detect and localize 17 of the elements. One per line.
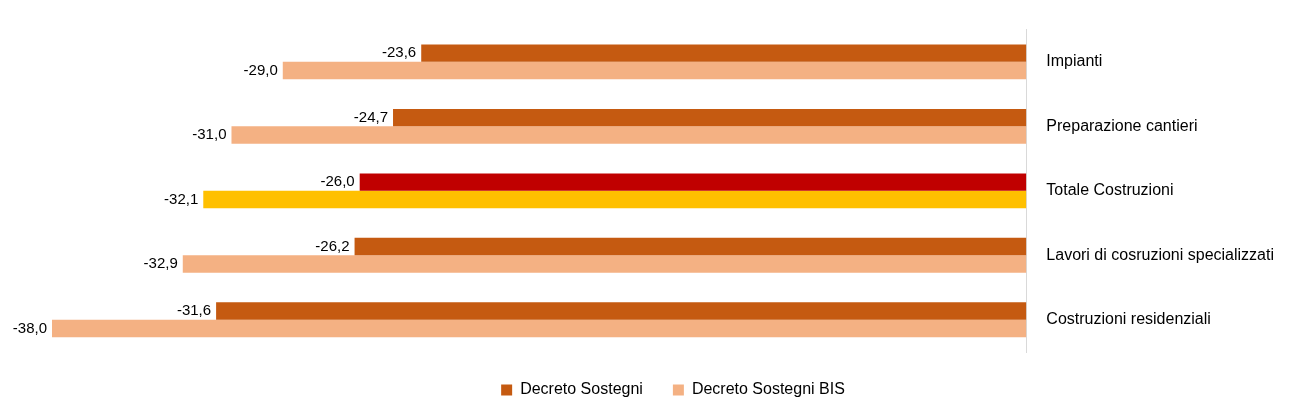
y-tick-label: Costruzioni residenziali (1046, 310, 1211, 328)
data-label: -26,2 (315, 236, 350, 254)
data-label: -31,6 (176, 301, 212, 319)
data-label: -24,7 (353, 107, 389, 125)
data-label: -32,9 (143, 254, 178, 272)
data-label: -38,0 (12, 318, 47, 336)
y-tick-label: Impianti (1046, 52, 1103, 70)
y-tick-label: Totale Costruzioni (1046, 181, 1174, 199)
data-label: -26,0 (320, 172, 355, 190)
data-label: -31,0 (192, 125, 227, 143)
y-tick-label: Lavori di cosruzioni specializzati (1046, 245, 1274, 263)
y-tick-label: Preparazione cantieri (1046, 116, 1198, 134)
data-label: -23,6 (382, 43, 417, 61)
data-label: -29,0 (243, 60, 278, 78)
legend-label: Decreto Sostegni BIS (691, 380, 845, 398)
legend-label: Decreto Sostegni (520, 380, 643, 398)
data-label: -32,1 (164, 189, 199, 207)
